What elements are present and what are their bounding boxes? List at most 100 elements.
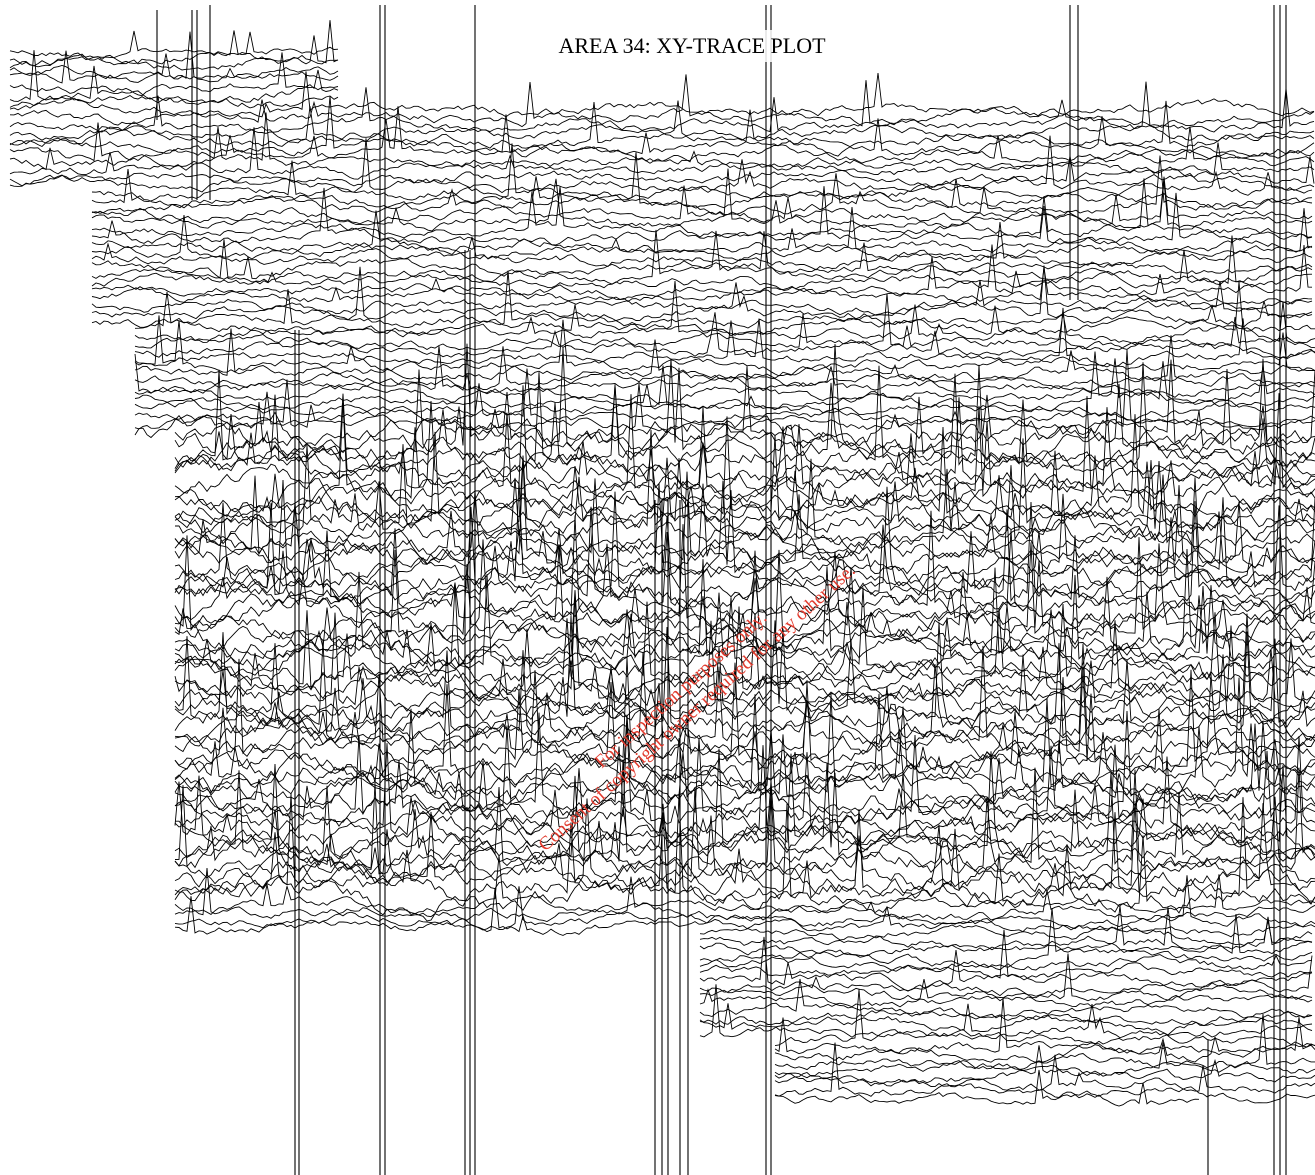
trace bbox=[699, 907, 1313, 968]
trace bbox=[174, 748, 1315, 875]
trace bbox=[774, 1042, 1315, 1104]
trace bbox=[91, 280, 1313, 316]
trace bbox=[699, 954, 1313, 971]
trace bbox=[174, 797, 1315, 922]
trace bbox=[174, 503, 1315, 618]
trace bbox=[174, 559, 1315, 677]
trace bbox=[9, 81, 1315, 144]
title-backdrop bbox=[525, 30, 860, 62]
trace bbox=[91, 168, 1313, 232]
trace bbox=[699, 1003, 1313, 1036]
trace bbox=[134, 368, 1315, 428]
trace bbox=[174, 763, 1315, 877]
trace bbox=[174, 362, 1315, 474]
trace bbox=[134, 349, 1315, 450]
trace bbox=[174, 708, 1315, 813]
trace bbox=[175, 735, 1315, 851]
traces bbox=[9, 5, 1315, 1175]
trace bbox=[174, 501, 1315, 612]
trace bbox=[174, 793, 1315, 902]
trace bbox=[91, 178, 1313, 239]
trace bbox=[91, 229, 1313, 286]
trace bbox=[174, 402, 1315, 523]
trace bbox=[699, 929, 1313, 992]
trace bbox=[174, 502, 1315, 596]
trace bbox=[91, 236, 1313, 271]
trace bbox=[174, 722, 1315, 848]
trace bbox=[174, 480, 1315, 601]
trace bbox=[174, 782, 1315, 884]
trace bbox=[774, 1045, 1315, 1079]
trace bbox=[134, 346, 1315, 398]
trace bbox=[134, 328, 1315, 385]
trace bbox=[174, 645, 1315, 759]
trace bbox=[174, 369, 1315, 482]
trace bbox=[174, 510, 1315, 625]
trace bbox=[174, 888, 1315, 938]
trace bbox=[774, 998, 1315, 1058]
trace bbox=[174, 781, 1315, 860]
trace bbox=[174, 444, 1315, 540]
trace bbox=[774, 1069, 1200, 1107]
trace bbox=[174, 394, 1315, 517]
trace bbox=[174, 477, 1315, 584]
trace bbox=[174, 639, 1315, 753]
trace bbox=[9, 50, 339, 104]
trace bbox=[174, 574, 1315, 687]
trace bbox=[174, 662, 1315, 781]
trace bbox=[9, 112, 1315, 171]
trace bbox=[91, 207, 1313, 263]
trace bbox=[174, 414, 1315, 530]
trace bbox=[9, 74, 1315, 128]
trace bbox=[774, 1054, 1315, 1094]
trace bbox=[9, 52, 339, 97]
trace bbox=[9, 20, 339, 71]
trace bbox=[174, 548, 1315, 672]
trace bbox=[91, 245, 1313, 301]
trace bbox=[134, 301, 1315, 352]
trace bbox=[91, 176, 1313, 226]
trace bbox=[134, 281, 1315, 346]
trace bbox=[134, 395, 1315, 421]
trace bbox=[174, 368, 1315, 461]
trace bbox=[174, 684, 1315, 794]
trace bbox=[174, 394, 1315, 495]
trace bbox=[774, 1058, 1315, 1087]
trace bbox=[174, 385, 1315, 503]
trace bbox=[699, 1010, 1313, 1027]
trace bbox=[174, 767, 1315, 898]
trace bbox=[174, 712, 1315, 820]
trace bbox=[174, 853, 1315, 915]
trace bbox=[91, 235, 1313, 294]
trace bbox=[774, 989, 1315, 1047]
trace bbox=[134, 358, 1315, 408]
trace bbox=[174, 529, 1315, 632]
trace bbox=[9, 50, 339, 84]
trace bbox=[9, 87, 1315, 134]
trace bbox=[174, 574, 1315, 697]
trace bbox=[9, 100, 1315, 150]
trace bbox=[91, 267, 1313, 305]
trace bbox=[699, 988, 1313, 1008]
trace bbox=[174, 429, 1315, 538]
trace bbox=[9, 135, 1315, 194]
watermark: For inspection purposes only. Consent of… bbox=[535, 560, 860, 856]
trace bbox=[134, 318, 1315, 367]
trace bbox=[91, 186, 1313, 248]
trace bbox=[174, 793, 1315, 908]
trace bbox=[9, 71, 1315, 118]
trace bbox=[174, 343, 1315, 465]
trace bbox=[174, 677, 1315, 809]
trace bbox=[174, 571, 1315, 680]
trace bbox=[174, 365, 1315, 491]
trace bbox=[134, 280, 1315, 336]
trace bbox=[9, 96, 1315, 159]
trace bbox=[9, 155, 1315, 189]
trace bbox=[699, 920, 1313, 946]
trace bbox=[174, 875, 1315, 931]
trace bbox=[134, 335, 1315, 391]
trace bbox=[91, 210, 1313, 256]
trace bbox=[774, 1017, 1315, 1063]
